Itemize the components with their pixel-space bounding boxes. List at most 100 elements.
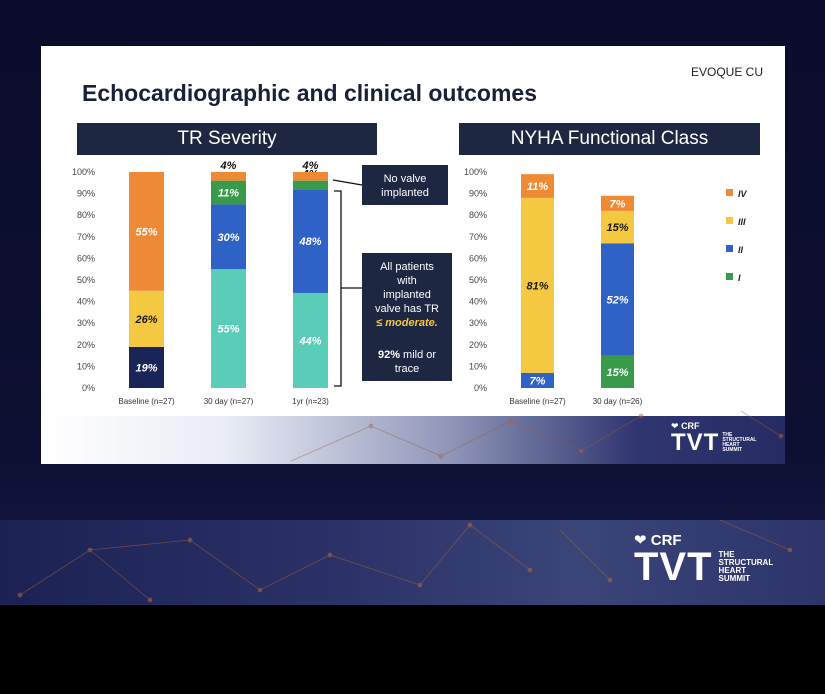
y-tick-label: 20% bbox=[77, 340, 95, 350]
callout-text: No valve bbox=[384, 173, 427, 185]
study-tag: EVOQUE CU bbox=[690, 65, 763, 79]
bar-segment bbox=[129, 172, 164, 291]
data-label: 7% bbox=[610, 198, 626, 210]
callout-text: All patients bbox=[380, 261, 434, 273]
bar-segment bbox=[211, 269, 246, 388]
logo-tvt-text: TVT bbox=[634, 545, 713, 589]
logo-subtitle: THE STRUCTURAL HEART SUMMIT bbox=[718, 550, 774, 583]
callout-text: implanted bbox=[381, 187, 429, 199]
callout-text: valve has TR bbox=[375, 303, 439, 315]
y-tick-label: 20% bbox=[469, 340, 487, 350]
y-tick-label: 10% bbox=[77, 361, 95, 371]
bar-segment bbox=[293, 292, 328, 388]
y-tick-label: 50% bbox=[469, 275, 487, 285]
y-tick-label: 80% bbox=[469, 210, 487, 220]
data-label: 4% bbox=[220, 160, 237, 172]
data-label: 52% bbox=[606, 294, 628, 306]
data-label: 15% bbox=[606, 367, 628, 379]
tr-severity-header: TR Severity bbox=[77, 123, 377, 155]
legend-swatch bbox=[726, 273, 733, 280]
y-tick-label: 10% bbox=[469, 361, 487, 371]
bar-segment bbox=[211, 172, 246, 181]
bar-segment bbox=[211, 204, 246, 270]
y-tick-label: 30% bbox=[77, 318, 95, 328]
data-label: 11% bbox=[527, 181, 548, 193]
bar-segment bbox=[129, 290, 164, 347]
data-label: 30% bbox=[217, 232, 239, 244]
y-tick-label: 90% bbox=[77, 189, 95, 199]
y-tick-label: 30% bbox=[469, 318, 487, 328]
data-label: 26% bbox=[134, 314, 157, 326]
bar-segment bbox=[293, 172, 328, 181]
data-label: 19% bbox=[135, 362, 157, 374]
y-tick-label: 70% bbox=[77, 232, 95, 242]
stat-text: mild or bbox=[400, 349, 436, 361]
callout-stat: 92% mild or bbox=[378, 349, 436, 361]
presentation-slide: EVOQUE CU Echocardiographic and clinical… bbox=[41, 46, 785, 464]
network-pattern bbox=[17, 519, 793, 603]
legend-label: I bbox=[738, 273, 741, 283]
bar-segment bbox=[521, 372, 554, 388]
category-label: 1yr (n=23) bbox=[292, 397, 329, 406]
data-label: 44% bbox=[298, 335, 321, 347]
y-tick-label: 60% bbox=[469, 253, 487, 263]
heart-icon: ❤ bbox=[634, 532, 647, 549]
bar-segment bbox=[601, 243, 634, 356]
legend-swatch bbox=[726, 245, 733, 252]
y-tick-label: 50% bbox=[77, 275, 95, 285]
logo-subtitle: THE STRUCTURAL HEART SUMMIT bbox=[722, 432, 757, 453]
category-label: Baseline (n=27) bbox=[118, 397, 175, 406]
legend-label: III bbox=[738, 217, 746, 227]
y-tick-label: 80% bbox=[77, 210, 95, 220]
data-label: 48% bbox=[298, 236, 321, 248]
legend-label: II bbox=[738, 245, 744, 255]
logo-crf-text: CRF bbox=[650, 532, 682, 549]
y-tick-label: 40% bbox=[469, 297, 487, 307]
bracket bbox=[334, 190, 342, 387]
y-tick-label: 100% bbox=[464, 167, 487, 177]
bar-segment bbox=[293, 189, 328, 293]
bar-segment bbox=[601, 210, 634, 244]
tvt-logo-small: ❤ CRF TVT THE STRUCTURAL HEART SUMMIT bbox=[671, 421, 757, 455]
legend-swatch bbox=[726, 189, 733, 196]
y-tick-label: 60% bbox=[77, 253, 95, 263]
data-label: 15% bbox=[606, 222, 628, 234]
y-tick-label: 0% bbox=[82, 383, 95, 393]
slide-footer-band bbox=[41, 416, 785, 464]
y-tick-label: 100% bbox=[72, 167, 95, 177]
implanted-callout bbox=[362, 253, 452, 381]
charts-canvas: 0% 10% 20% 30% 40% 50% 60% 70% 80% 90% 100% 19% 26% 5… bbox=[72, 160, 748, 406]
legend-swatch bbox=[726, 217, 733, 224]
callout-text: trace bbox=[395, 363, 419, 375]
bar-segment bbox=[211, 180, 246, 205]
logo-crf-text: CRF bbox=[681, 421, 700, 431]
bar-segment bbox=[521, 197, 554, 373]
data-label: 7% bbox=[530, 375, 546, 387]
data-label: 81% bbox=[526, 280, 548, 292]
y-tick-label: 40% bbox=[77, 297, 95, 307]
callout-text: implanted bbox=[383, 289, 431, 301]
tvt-logo-large: ❤ CRF TVT THE STRUCTURAL HEART SUMMIT bbox=[634, 531, 773, 587]
bar-segment bbox=[521, 174, 554, 198]
y-tick-label: 90% bbox=[469, 189, 487, 199]
bar-segment bbox=[601, 355, 634, 388]
heart-icon: ❤ bbox=[671, 421, 679, 431]
bar-segment bbox=[129, 346, 164, 388]
letterbox-strip bbox=[0, 605, 825, 694]
slide-network-pattern bbox=[290, 410, 784, 462]
slide-title: Echocardiographic and clinical outcomes bbox=[82, 80, 538, 106]
data-label: 4% bbox=[302, 160, 319, 172]
callout-text: with bbox=[396, 275, 417, 287]
y-tick-label: 0% bbox=[474, 383, 487, 393]
no-valve-callout bbox=[362, 165, 448, 205]
stat-value: 92% bbox=[378, 349, 400, 361]
y-tick-label: 70% bbox=[469, 232, 487, 242]
category-label: 30 day (n=27) bbox=[204, 397, 254, 406]
stage-footer-band bbox=[0, 520, 825, 605]
category-label: Baseline (n=27) bbox=[509, 397, 566, 406]
data-label: 55% bbox=[217, 324, 239, 336]
data-label: 55% bbox=[135, 226, 157, 238]
callout-pointer bbox=[332, 179, 363, 186]
legend-label: IV bbox=[738, 189, 748, 199]
bar-segment bbox=[293, 180, 328, 190]
